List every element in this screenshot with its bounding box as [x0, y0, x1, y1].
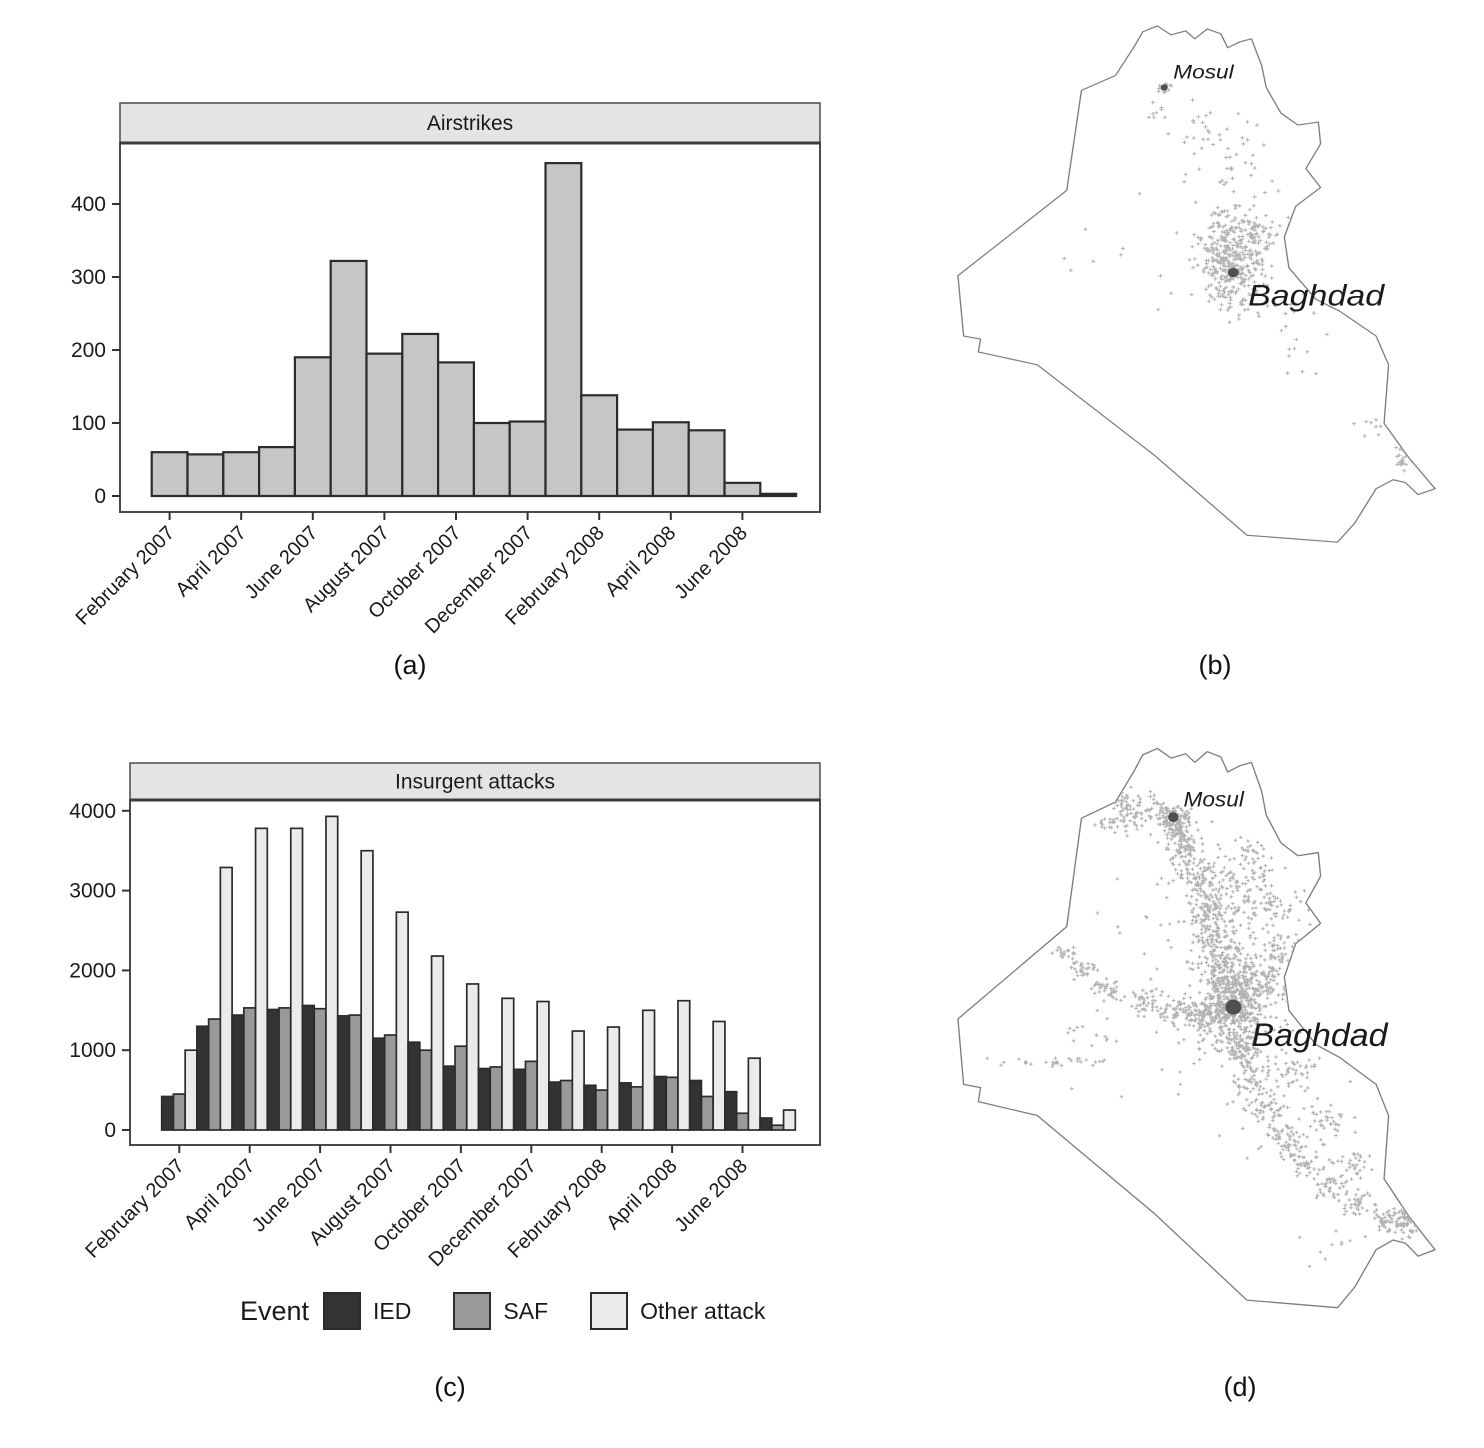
svg-text:100: 100	[71, 412, 106, 435]
svg-text:June 2008: June 2008	[670, 522, 752, 604]
svg-text:4000: 4000	[69, 800, 116, 823]
caption-d: (d)	[1223, 1372, 1257, 1402]
insurgent-attacks-chart-svg: Insurgent attacks 0 1000 2000 3000 4000 Februa…	[69, 762, 821, 1271]
caption-a: (a)	[393, 650, 427, 680]
svg-text:February 2007: February 2007	[72, 522, 180, 630]
svg-text:Baghdad: Baghdad	[1251, 1018, 1389, 1054]
svg-text:February 2007: February 2007	[81, 1155, 189, 1263]
svg-text:Baghdad: Baghdad	[1248, 278, 1385, 312]
panel-airstrikes-map: Mosul Baghdad	[950, 20, 1460, 565]
panel-insurgent-attacks-chart: Insurgent attacks 0 1000 2000 3000 4000 Februa…	[30, 755, 840, 1290]
svg-text:3000: 3000	[69, 880, 116, 903]
svg-text:300: 300	[71, 266, 106, 289]
legend-item-ied: IED	[323, 1292, 453, 1330]
svg-text:1000: 1000	[69, 1039, 116, 1062]
legend-swatch-other	[590, 1292, 629, 1330]
caption-b: (b)	[1198, 650, 1232, 680]
caption-c: (c)	[434, 1372, 466, 1402]
legend-item-saf: SAF	[453, 1292, 590, 1330]
legend-label-saf: SAF	[503, 1297, 549, 1324]
legend-label-ied: IED	[373, 1297, 412, 1324]
event-legend: Event IED SAF Other attack	[240, 1292, 807, 1330]
svg-text:April 2007: April 2007	[171, 522, 250, 601]
airstrikes-map-svg: Mosul Baghdad	[957, 25, 1436, 543]
legend-swatch-ied	[323, 1292, 362, 1330]
svg-text:Mosul: Mosul	[1183, 787, 1245, 811]
svg-text:Mosul: Mosul	[1173, 61, 1235, 83]
svg-text:Airstrikes: Airstrikes	[427, 112, 513, 135]
legend-swatch-saf	[453, 1292, 492, 1330]
svg-text:Insurgent attacks: Insurgent attacks	[395, 771, 555, 794]
svg-text:April 2008: April 2008	[602, 1155, 681, 1234]
svg-text:June 2008: June 2008	[670, 1155, 752, 1237]
svg-text:April 2007: April 2007	[180, 1155, 259, 1234]
legend-title: Event	[240, 1295, 310, 1326]
insurgent-attacks-map-svg: Mosul Baghdad	[957, 747, 1436, 1309]
svg-text:2000: 2000	[69, 959, 116, 982]
svg-text:April 2008: April 2008	[601, 522, 680, 601]
svg-text:200: 200	[71, 339, 106, 362]
svg-text:400: 400	[71, 193, 106, 216]
panel-insurgent-attacks-map: Mosul Baghdad	[950, 742, 1460, 1332]
legend-label-other: Other attack	[640, 1297, 766, 1324]
panel-airstrikes-histogram: Airstrikes 0 100 200 300 400 February 2007 Apri…	[30, 95, 840, 665]
legend-item-other: Other attack	[590, 1292, 807, 1330]
svg-text:0: 0	[94, 485, 106, 508]
svg-text:0: 0	[104, 1119, 116, 1142]
